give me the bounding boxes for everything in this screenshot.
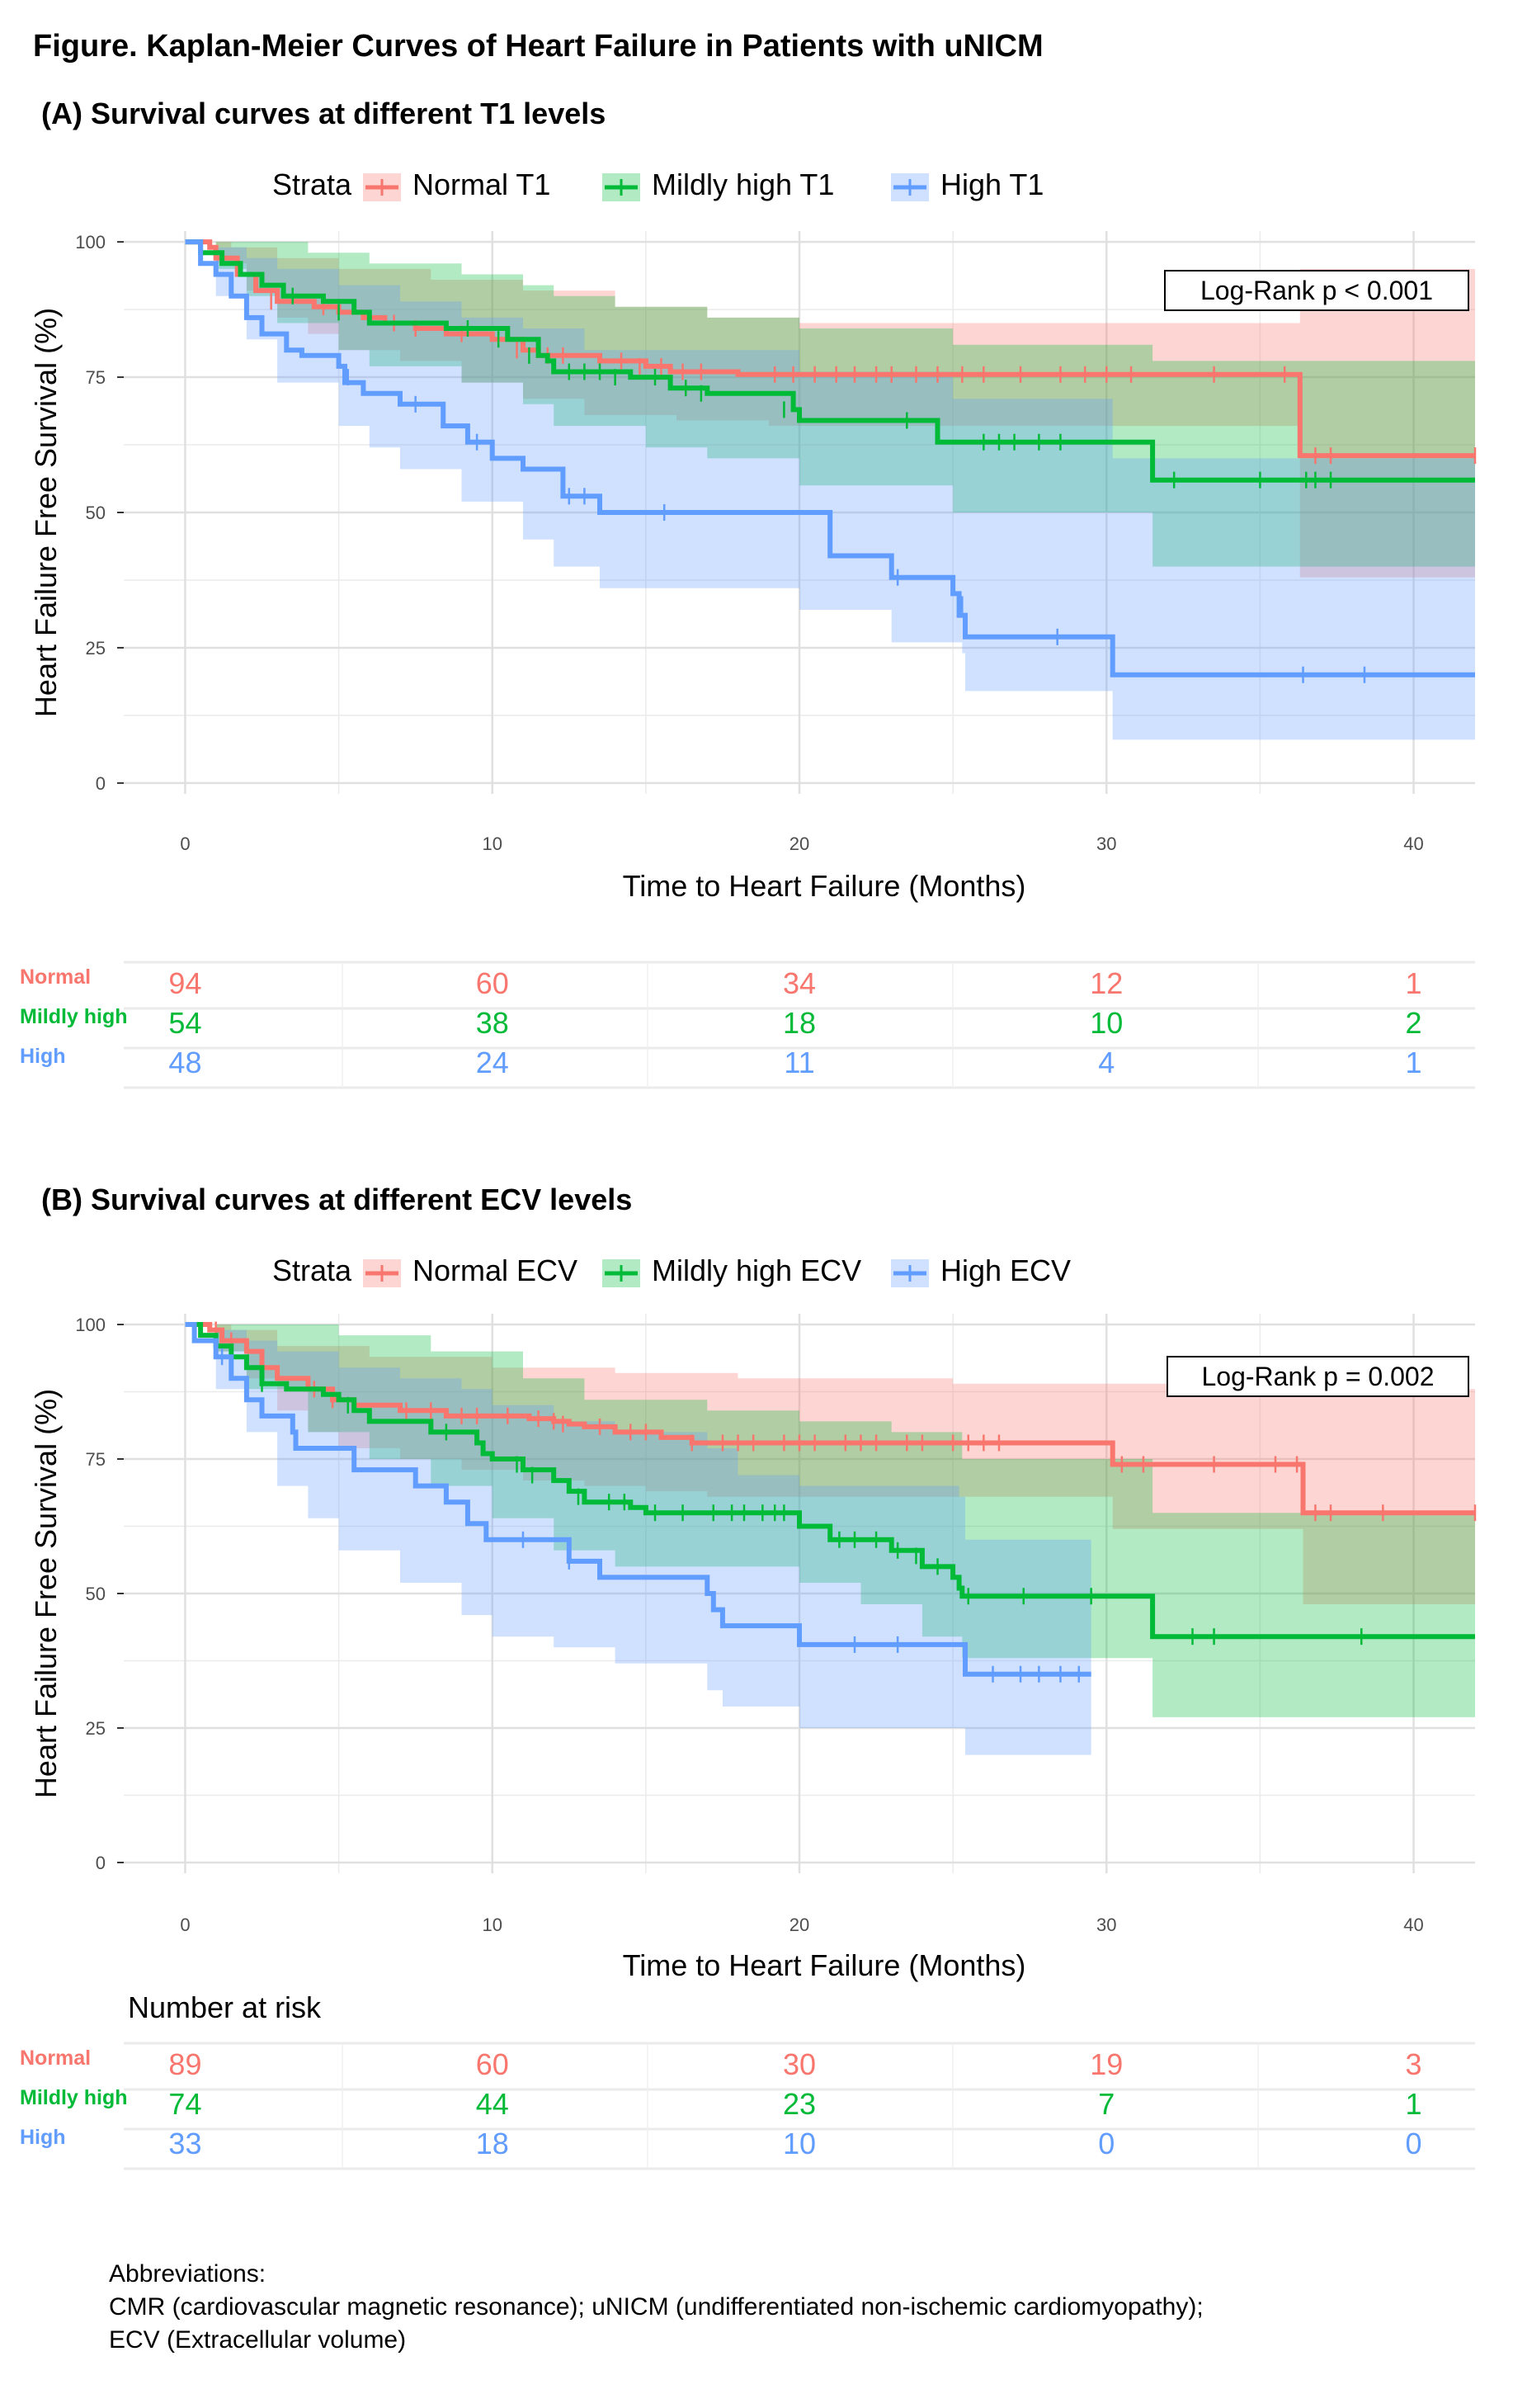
legend-title: Strata <box>272 1254 352 1287</box>
risk-count: 34 <box>783 966 816 1000</box>
panel-b-plot-area: 0 25 50 75 100 0 10 20 30 40 Time to Heart Failure… <box>29 1314 1477 1982</box>
panel-a-risk-table: Normal 94 60 34 12 1 Mildly high 54 38 18 10 2 High 4… <box>20 961 1475 1089</box>
x-tick-label-20: 20 <box>789 1915 809 1935</box>
risk-count: 60 <box>476 2047 509 2081</box>
ci-band-normal-ecv <box>185 1324 1475 1604</box>
risk-count: 54 <box>168 1006 201 1040</box>
x-axis-label: Time to Heart Failure (Months) <box>623 869 1026 903</box>
risk-count: 18 <box>783 1006 816 1040</box>
risk-count: 44 <box>476 2087 509 2121</box>
risk-count: 7 <box>1098 2087 1115 2121</box>
y-tick-label-75: 75 <box>86 367 106 388</box>
risk-row-label-mildly-high: Mildly high <box>20 1005 128 1028</box>
risk-table-title: Number at risk <box>128 1990 322 2024</box>
x-tick-label-0: 0 <box>180 833 190 854</box>
risk-count: 4 <box>1098 1046 1115 1079</box>
survival-curve-high-ecv <box>185 1322 1091 1677</box>
y-axis-label: Heart Failure Free Survival (%) <box>29 308 63 717</box>
risk-count: 11 <box>784 1046 814 1079</box>
x-tick-label-0: 0 <box>180 1915 190 1935</box>
risk-count: 18 <box>476 2127 509 2160</box>
panel-a-legend: Strata Normal T1 Mildly high T1 High T1 <box>272 168 1044 201</box>
risk-count: 23 <box>783 2087 816 2121</box>
y-tick-label-0: 0 <box>96 773 106 794</box>
log-rank-box <box>1167 1356 1469 1397</box>
risk-row-label-high: High <box>20 2126 66 2149</box>
abbreviations-note: Abbreviations: CMR (cardiovascular magne… <box>109 2260 1204 2354</box>
log-rank-box <box>1164 270 1469 311</box>
risk-count: 30 <box>783 2047 816 2081</box>
survival-curve-high-t1 <box>185 239 1475 678</box>
y-axis-label: Heart Failure Free Survival (%) <box>29 1389 63 1798</box>
risk-count: 48 <box>168 1046 201 1079</box>
abbreviations-line-1: CMR (cardiovascular magnetic resonance);… <box>109 2293 1204 2321</box>
risk-count: 1 <box>1406 2087 1422 2121</box>
y-tick-label-50: 50 <box>86 1584 106 1604</box>
ci-band-normal-t1 <box>185 242 1475 578</box>
abbreviations-heading: Abbreviations: <box>109 2260 266 2288</box>
ci-band-mildly-high-t1 <box>185 242 1475 567</box>
figure-title: Figure. Kaplan-Meier Curves of Heart Fai… <box>33 29 1044 64</box>
ci-band-high-ecv <box>185 1324 1091 1755</box>
risk-count: 2 <box>1406 1006 1422 1040</box>
panel-a-title: (A) Survival curves at different T1 leve… <box>41 97 606 130</box>
risk-count: 10 <box>1090 1006 1123 1040</box>
x-tick-label-30: 30 <box>1096 833 1116 854</box>
panel-b-risk-table: Number at risk Normal 89 60 30 19 3 Mildly high… <box>20 1990 1475 2170</box>
y-tick-label-50: 50 <box>86 503 106 523</box>
risk-count: 74 <box>168 2087 201 2121</box>
legend-title: Strata <box>272 168 352 201</box>
y-tick-label-100: 100 <box>75 1315 106 1335</box>
x-tick-label-10: 10 <box>482 833 502 854</box>
x-tick-label-20: 20 <box>789 833 809 854</box>
ci-band-high-t1 <box>185 242 1475 740</box>
risk-count: 24 <box>476 1046 509 1079</box>
y-tick-label-75: 75 <box>86 1449 106 1470</box>
risk-row-label-high: High <box>20 1045 66 1068</box>
legend-label-normal-t1: Normal T1 <box>412 168 550 201</box>
panel-b-title: (B) Survival curves at different ECV lev… <box>41 1183 632 1216</box>
risk-count: 89 <box>168 2047 201 2081</box>
panel-b-legend: Strata Normal ECV Mildly high ECV High ECV <box>272 1254 1071 1287</box>
risk-count: 33 <box>168 2127 201 2160</box>
risk-count: 1 <box>1406 1046 1422 1079</box>
legend-label-normal-ecv: Normal ECV <box>412 1254 577 1287</box>
panel-a: (A) Survival curves at different T1 leve… <box>20 97 1477 1089</box>
x-axis-label: Time to Heart Failure (Months) <box>623 1948 1026 1982</box>
x-tick-label-10: 10 <box>482 1915 502 1935</box>
abbreviations-line-2: ECV (Extracellular volume) <box>109 2326 406 2354</box>
risk-count: 0 <box>1406 2127 1422 2160</box>
survival-curve-mildly-high-t1 <box>185 239 1475 483</box>
risk-count: 94 <box>168 966 201 1000</box>
risk-count: 38 <box>476 1006 509 1040</box>
risk-count: 60 <box>476 966 509 1000</box>
legend-label-high-ecv: High ECV <box>940 1254 1071 1287</box>
y-tick-label-0: 0 <box>96 1853 106 1873</box>
log-rank-annotation: Log-Rank p < 0.001 <box>1200 276 1433 305</box>
risk-count: 1 <box>1406 966 1422 1000</box>
x-tick-label-40: 40 <box>1403 833 1423 854</box>
risk-count: 10 <box>783 2127 816 2160</box>
risk-row-label-normal: Normal <box>20 966 91 989</box>
y-tick-label-25: 25 <box>86 1718 106 1739</box>
y-tick-label-100: 100 <box>75 232 106 253</box>
risk-count: 12 <box>1090 966 1123 1000</box>
legend-label-mildly-high-ecv: Mildly high ECV <box>652 1254 861 1287</box>
x-tick-label-40: 40 <box>1403 1915 1423 1935</box>
risk-count: 19 <box>1090 2047 1123 2081</box>
panel-b: (B) Survival curves at different ECV lev… <box>20 1183 1477 2170</box>
panel-a-plot-area: 0 25 50 75 100 0 10 20 30 40 Time to Heart Failure… <box>29 231 1477 903</box>
x-tick-label-30: 30 <box>1096 1915 1116 1935</box>
risk-row-label-normal: Normal <box>20 2047 91 2070</box>
legend-label-high-t1: High T1 <box>940 168 1044 201</box>
risk-row-label-mildly-high: Mildly high <box>20 2086 128 2109</box>
log-rank-annotation: Log-Rank p = 0.002 <box>1202 1362 1435 1391</box>
risk-count: 0 <box>1098 2127 1115 2160</box>
legend-label-mildly-high-t1: Mildly high T1 <box>652 168 834 201</box>
risk-count: 3 <box>1406 2047 1422 2081</box>
y-tick-label-25: 25 <box>86 638 106 659</box>
